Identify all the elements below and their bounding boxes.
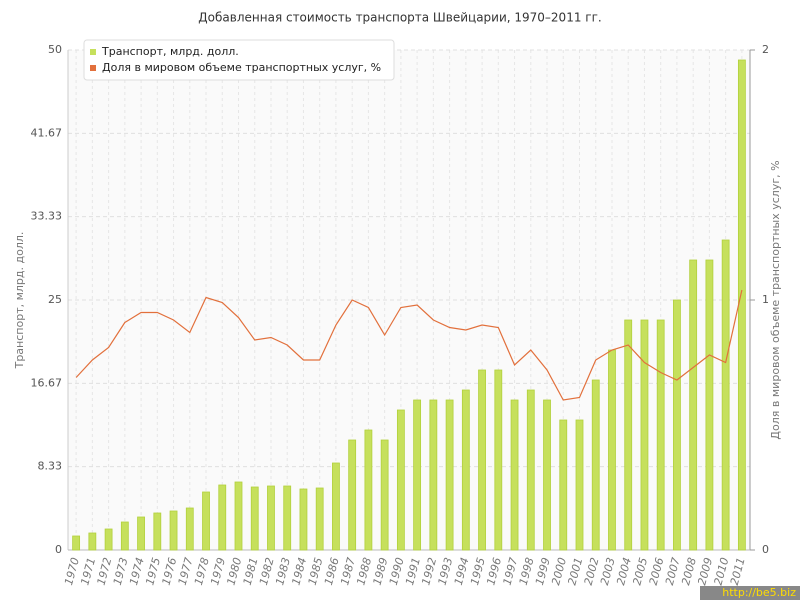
bar	[591, 379, 600, 551]
bar	[104, 528, 113, 551]
bar	[234, 481, 243, 551]
bar	[315, 487, 324, 551]
bar	[721, 239, 730, 551]
bar	[559, 419, 568, 551]
y-tick-label: 50	[48, 43, 62, 56]
bar	[88, 532, 97, 551]
bar	[396, 409, 405, 551]
legend-label: Доля в мировом объеме транспортных услуг…	[102, 61, 381, 74]
bar	[429, 399, 438, 551]
y2-axis-label: Доля в мировом объеме транспортных услуг…	[769, 160, 782, 439]
y2-tick-label: 1	[762, 293, 769, 306]
bar	[526, 389, 535, 551]
legend-label: Транспорт, млрд. долл.	[101, 45, 239, 58]
bar	[185, 507, 194, 551]
bar	[608, 349, 616, 551]
y-tick-label: 33.33	[31, 210, 63, 223]
bar	[120, 521, 129, 551]
bar	[72, 535, 81, 551]
bar	[673, 299, 681, 551]
bar	[153, 512, 162, 551]
bar	[413, 399, 422, 551]
bar	[494, 369, 503, 551]
bar	[332, 462, 340, 551]
legend-swatch	[90, 49, 96, 55]
bar	[137, 516, 145, 551]
y-tick-label: 0	[55, 543, 62, 556]
bar	[461, 389, 470, 551]
bar	[267, 485, 275, 551]
bar	[218, 484, 227, 551]
bar	[380, 439, 389, 551]
y-tick-label: 25	[48, 293, 62, 306]
y2-tick-label: 0	[762, 543, 769, 556]
bar	[705, 259, 714, 551]
y-axis-label: Транспорт, млрд. долл.	[13, 232, 26, 370]
line	[75, 289, 743, 401]
bar	[510, 399, 519, 551]
bar	[445, 399, 454, 551]
y2-tick-label: 2	[762, 43, 769, 56]
bar	[656, 319, 665, 551]
bar	[575, 419, 584, 551]
bar	[543, 399, 551, 551]
y-tick-label: 8.33	[38, 460, 63, 473]
watermark: http://be5.biz	[722, 586, 796, 599]
bar	[689, 259, 698, 551]
bar	[478, 369, 486, 551]
legend: Транспорт, млрд. долл. Доля в мировом объ…	[83, 39, 395, 81]
chart-title: Добавленная стоимость транспорта Швейцар…	[198, 11, 601, 25]
bar	[737, 59, 746, 551]
bar	[640, 319, 649, 551]
y-tick-label: 16.67	[31, 376, 63, 389]
bar	[169, 510, 178, 551]
legend-swatch	[90, 65, 96, 71]
bar	[202, 491, 210, 551]
bar	[624, 319, 633, 551]
y-tick-label: 41.67	[31, 126, 63, 139]
bar	[299, 488, 308, 551]
bar	[348, 439, 357, 551]
legend-box	[83, 39, 395, 81]
bar	[364, 429, 373, 551]
bar	[250, 486, 259, 551]
bar	[283, 485, 292, 551]
watermark-bg	[700, 586, 800, 600]
